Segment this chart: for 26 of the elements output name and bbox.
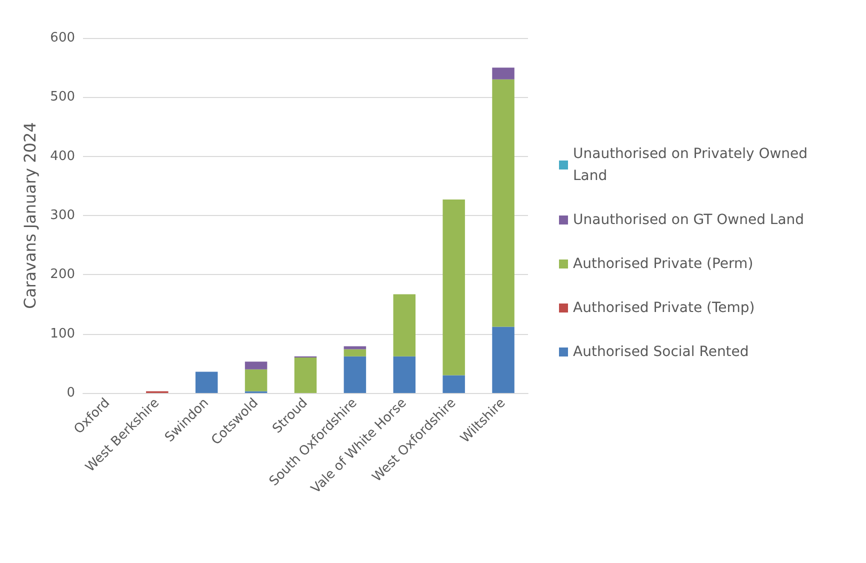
bar bbox=[492, 326, 514, 393]
legend-label: Unauthorised on GT Owned Land bbox=[573, 212, 804, 228]
legend-label: Unauthorised on Privately Owned Land bbox=[573, 146, 812, 184]
bar bbox=[195, 372, 218, 393]
bar bbox=[393, 356, 416, 393]
bar bbox=[344, 356, 366, 393]
bar bbox=[344, 349, 366, 356]
legend-label: Authorised Private (Perm) bbox=[573, 256, 754, 272]
y-tick-label: 500 bbox=[50, 90, 75, 105]
bar bbox=[393, 294, 416, 356]
bar bbox=[244, 362, 268, 370]
bar bbox=[492, 68, 514, 80]
bar bbox=[442, 200, 465, 376]
bar bbox=[244, 369, 268, 392]
bar bbox=[294, 358, 317, 393]
legend-label: Authorised Social Rented bbox=[573, 344, 749, 360]
y-tick-label: 300 bbox=[50, 208, 75, 223]
y-tick-label: 0 bbox=[66, 386, 75, 400]
y-tick-label: 600 bbox=[50, 30, 75, 46]
y-tick-label: 400 bbox=[50, 148, 75, 164]
y-tick-label: 200 bbox=[50, 267, 75, 282]
bar bbox=[442, 375, 465, 393]
bar bbox=[492, 79, 514, 327]
y-axis-title: Caravans January 2024 bbox=[20, 122, 40, 309]
y-tick-label: 100 bbox=[50, 326, 75, 342]
legend-label: Authorised Private (Temp) bbox=[573, 300, 755, 316]
